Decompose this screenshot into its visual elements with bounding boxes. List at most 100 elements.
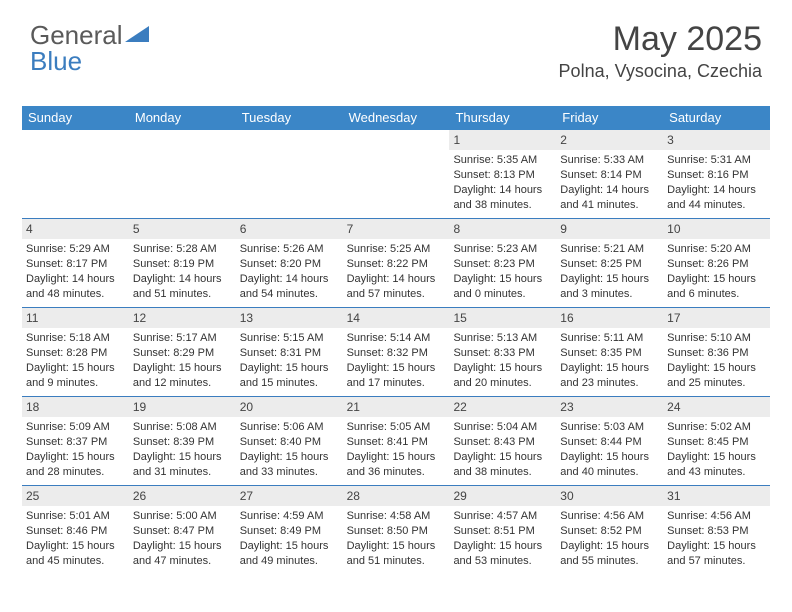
day-cell: 2Sunrise: 5:33 AMSunset: 8:14 PMDaylight… (556, 130, 663, 218)
day-cell: 8Sunrise: 5:23 AMSunset: 8:23 PMDaylight… (449, 219, 556, 307)
day-cell: 15Sunrise: 5:13 AMSunset: 8:33 PMDayligh… (449, 308, 556, 396)
day-number: 24 (663, 397, 770, 417)
day-number: 29 (449, 486, 556, 506)
daylight-text: Daylight: 15 hours and 38 minutes. (453, 450, 552, 480)
daylight-text: Daylight: 15 hours and 36 minutes. (347, 450, 446, 480)
dayname-fri: Friday (556, 106, 663, 130)
day-cell: 3Sunrise: 5:31 AMSunset: 8:16 PMDaylight… (663, 130, 770, 218)
dayname-tue: Tuesday (236, 106, 343, 130)
sunrise-text: Sunrise: 5:06 AM (240, 420, 339, 435)
daylight-text: Daylight: 14 hours and 44 minutes. (667, 183, 766, 213)
sunset-text: Sunset: 8:37 PM (26, 435, 125, 450)
sunrise-text: Sunrise: 5:05 AM (347, 420, 446, 435)
day-number: 18 (22, 397, 129, 417)
day-number: 23 (556, 397, 663, 417)
day-cell: 10Sunrise: 5:20 AMSunset: 8:26 PMDayligh… (663, 219, 770, 307)
day-number: 5 (129, 219, 236, 239)
day-number: 26 (129, 486, 236, 506)
day-cell: 4Sunrise: 5:29 AMSunset: 8:17 PMDaylight… (22, 219, 129, 307)
daylight-text: Daylight: 15 hours and 47 minutes. (133, 539, 232, 569)
day-cell: 19Sunrise: 5:08 AMSunset: 8:39 PMDayligh… (129, 397, 236, 485)
daylight-text: Daylight: 15 hours and 15 minutes. (240, 361, 339, 391)
day-number: 7 (343, 219, 450, 239)
sunrise-text: Sunrise: 5:03 AM (560, 420, 659, 435)
day-cell: 24Sunrise: 5:02 AMSunset: 8:45 PMDayligh… (663, 397, 770, 485)
sunrise-text: Sunrise: 4:57 AM (453, 509, 552, 524)
sunrise-text: Sunrise: 5:25 AM (347, 242, 446, 257)
day-cell: 21 Sunrise: 5:05 AMSunset: 8:41 PMDayligh… (343, 397, 450, 485)
sunrise-text: Sunrise: 4:58 AM (347, 509, 446, 524)
sunrise-text: Sunrise: 5:33 AM (560, 153, 659, 168)
daylight-text: Daylight: 14 hours and 48 minutes. (26, 272, 125, 302)
daylight-text: Daylight: 15 hours and 31 minutes. (133, 450, 232, 480)
daylight-text: Daylight: 15 hours and 12 minutes. (133, 361, 232, 391)
sunset-text: Sunset: 8:26 PM (667, 257, 766, 272)
day-number: 3 (663, 130, 770, 150)
sunset-text: Sunset: 8:19 PM (133, 257, 232, 272)
day-cell: 22Sunrise: 5:04 AMSunset: 8:43 PMDayligh… (449, 397, 556, 485)
empty-cell (22, 130, 129, 218)
day-number: 25 (22, 486, 129, 506)
day-number: 9 (556, 219, 663, 239)
day-cell: 12Sunrise: 5:17 AMSunset: 8:29 PMDayligh… (129, 308, 236, 396)
day-number: 21 (343, 397, 450, 417)
sunrise-text: Sunrise: 4:56 AM (667, 509, 766, 524)
week-row: 25Sunrise: 5:01 AMSunset: 8:46 PMDayligh… (22, 485, 770, 574)
sunset-text: Sunset: 8:28 PM (26, 346, 125, 361)
day-cell: 7 Sunrise: 5:25 AMSunset: 8:22 PMDaylight… (343, 219, 450, 307)
sunset-text: Sunset: 8:13 PM (453, 168, 552, 183)
daylight-text: Daylight: 14 hours and 54 minutes. (240, 272, 339, 302)
day-cell: 28Sunrise: 4:58 AMSunset: 8:50 PMDayligh… (343, 486, 450, 574)
day-cell: 16Sunrise: 5:11 AMSunset: 8:35 PMDayligh… (556, 308, 663, 396)
sunset-text: Sunset: 8:20 PM (240, 257, 339, 272)
sunset-text: Sunset: 8:31 PM (240, 346, 339, 361)
dayname-wed: Wednesday (343, 106, 450, 130)
day-cell: 6Sunrise: 5:26 AMSunset: 8:20 PMDaylight… (236, 219, 343, 307)
sunrise-text: Sunrise: 4:59 AM (240, 509, 339, 524)
day-number: 4 (22, 219, 129, 239)
logo: General Blue (30, 22, 151, 74)
sunset-text: Sunset: 8:22 PM (347, 257, 446, 272)
day-cell: 14Sunrise: 5:14 AMSunset: 8:32 PMDayligh… (343, 308, 450, 396)
sunset-text: Sunset: 8:36 PM (667, 346, 766, 361)
sunset-text: Sunset: 8:41 PM (347, 435, 446, 450)
daylight-text: Daylight: 14 hours and 57 minutes. (347, 272, 446, 302)
day-number: 6 (236, 219, 343, 239)
day-number: 30 (556, 486, 663, 506)
sunrise-text: Sunrise: 5:21 AM (560, 242, 659, 257)
sunset-text: Sunset: 8:50 PM (347, 524, 446, 539)
day-cell: 23Sunrise: 5:03 AMSunset: 8:44 PMDayligh… (556, 397, 663, 485)
sunset-text: Sunset: 8:44 PM (560, 435, 659, 450)
sunset-text: Sunset: 8:40 PM (240, 435, 339, 450)
sunrise-text: Sunrise: 5:28 AM (133, 242, 232, 257)
sunrise-text: Sunrise: 4:56 AM (560, 509, 659, 524)
day-cell: 11Sunrise: 5:18 AMSunset: 8:28 PMDayligh… (22, 308, 129, 396)
sunrise-text: Sunrise: 5:20 AM (667, 242, 766, 257)
sunrise-text: Sunrise: 5:10 AM (667, 331, 766, 346)
daylight-text: Daylight: 15 hours and 9 minutes. (26, 361, 125, 391)
day-number: 1 (449, 130, 556, 150)
sunrise-text: Sunrise: 5:14 AM (347, 331, 446, 346)
daylight-text: Daylight: 15 hours and 28 minutes. (26, 450, 125, 480)
day-number: 19 (129, 397, 236, 417)
sunset-text: Sunset: 8:52 PM (560, 524, 659, 539)
sunset-text: Sunset: 8:33 PM (453, 346, 552, 361)
day-cell: 26Sunrise: 5:00 AMSunset: 8:47 PMDayligh… (129, 486, 236, 574)
daylight-text: Daylight: 14 hours and 38 minutes. (453, 183, 552, 213)
day-number: 16 (556, 308, 663, 328)
sunset-text: Sunset: 8:17 PM (26, 257, 125, 272)
sunset-text: Sunset: 8:43 PM (453, 435, 552, 450)
daylight-text: Daylight: 15 hours and 45 minutes. (26, 539, 125, 569)
day-number: 2 (556, 130, 663, 150)
day-cell: 25Sunrise: 5:01 AMSunset: 8:46 PMDayligh… (22, 486, 129, 574)
daylight-text: Daylight: 15 hours and 25 minutes. (667, 361, 766, 391)
day-number: 17 (663, 308, 770, 328)
sunset-text: Sunset: 8:25 PM (560, 257, 659, 272)
sunrise-text: Sunrise: 5:35 AM (453, 153, 552, 168)
daylight-text: Daylight: 15 hours and 33 minutes. (240, 450, 339, 480)
dayname-mon: Monday (129, 106, 236, 130)
daylight-text: Daylight: 15 hours and 20 minutes. (453, 361, 552, 391)
daylight-text: Daylight: 14 hours and 51 minutes. (133, 272, 232, 302)
calendar: Sunday Monday Tuesday Wednesday Thursday… (22, 106, 770, 574)
day-number: 14 (343, 308, 450, 328)
